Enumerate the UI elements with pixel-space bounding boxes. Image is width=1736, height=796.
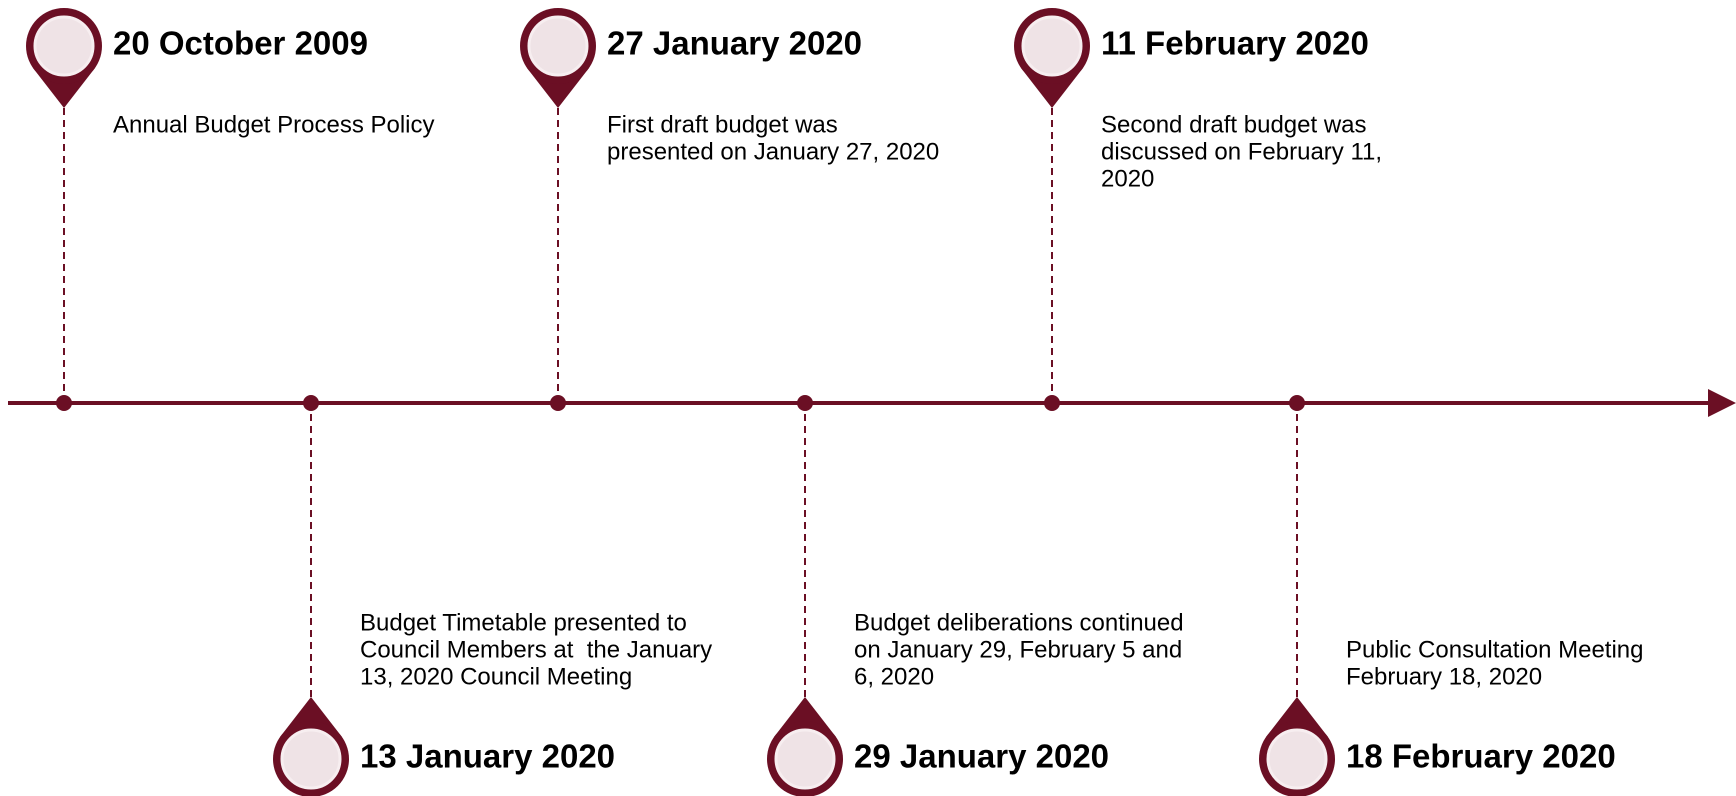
event-description: on January 29, February 5 and xyxy=(854,636,1182,663)
event-description: Budget deliberations continued xyxy=(854,609,1184,636)
event-date: 11 February 2020 xyxy=(1101,25,1369,62)
event-description: Budget Timetable presented to xyxy=(360,609,687,636)
event-description: presented on January 27, 2020 xyxy=(607,138,939,165)
event-date: 13 January 2020 xyxy=(360,738,615,775)
event-description: discussed on February 11, xyxy=(1101,138,1382,165)
pin-inner xyxy=(33,15,95,77)
event-date: 20 October 2009 xyxy=(113,25,368,62)
pin-inner xyxy=(1266,728,1328,790)
event-description: First draft budget was xyxy=(607,111,838,138)
event-description: February 18, 2020 xyxy=(1346,663,1542,690)
event-description: 13, 2020 Council Meeting xyxy=(360,663,632,690)
axis-arrow xyxy=(1708,389,1736,417)
axis-dot xyxy=(550,395,566,411)
axis-dot xyxy=(1289,395,1305,411)
pin-inner xyxy=(1021,15,1083,77)
event-date: 18 February 2020 xyxy=(1346,738,1616,775)
axis-dot xyxy=(56,395,72,411)
pin-inner xyxy=(527,15,589,77)
axis-dot xyxy=(797,395,813,411)
event-date: 27 January 2020 xyxy=(607,25,862,62)
event-description: Annual Budget Process Policy xyxy=(113,111,435,138)
event-date: 29 January 2020 xyxy=(854,738,1109,775)
axis-dot xyxy=(303,395,319,411)
pin-inner xyxy=(280,728,342,790)
event-description: Second draft budget was xyxy=(1101,111,1367,138)
axis-dot xyxy=(1044,395,1060,411)
pin-inner xyxy=(774,728,836,790)
event-description: 2020 xyxy=(1101,165,1154,192)
event-description: 6, 2020 xyxy=(854,663,934,690)
event-description: Public Consultation Meeting xyxy=(1346,636,1644,663)
event-description: Council Members at the January xyxy=(360,636,712,663)
